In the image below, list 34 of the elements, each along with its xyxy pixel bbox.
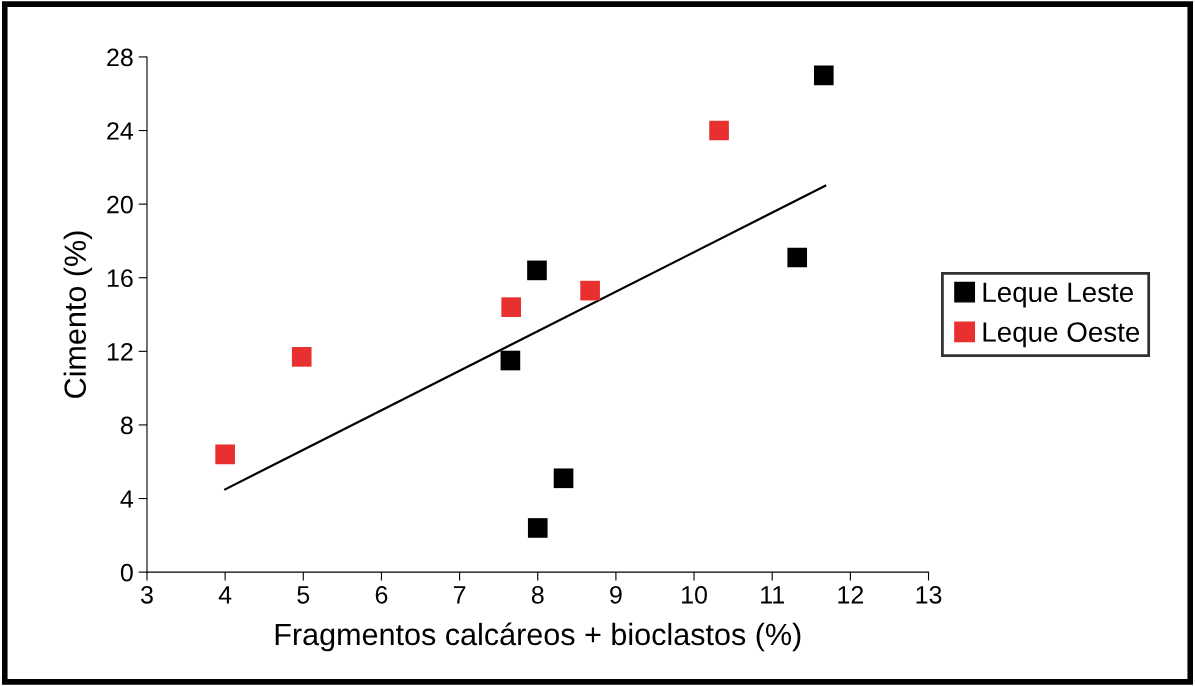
x-tick-label: 8 <box>531 585 544 604</box>
y-tick-label: 0 <box>120 563 133 582</box>
x-tick-label: 11 <box>761 586 784 604</box>
y-tick-label: 16 <box>107 269 133 288</box>
y-tick-label: 20 <box>107 195 133 214</box>
point <box>500 350 521 371</box>
legend-label: Leque Oeste <box>983 322 1140 348</box>
x-tick-label: 13 <box>916 585 942 604</box>
point <box>501 297 521 317</box>
y-tick-label: 8 <box>120 416 133 435</box>
x-tick-label: 12 <box>838 585 864 604</box>
x-tick-label: 6 <box>375 585 388 604</box>
y-tick-label: 24 <box>107 122 134 140</box>
point <box>553 468 574 489</box>
point <box>215 444 235 465</box>
point <box>709 120 729 141</box>
y-tick-label: 28 <box>107 48 133 67</box>
x-tick-label: 4 <box>218 586 232 604</box>
y-axis-title: Cimento (%) <box>63 231 93 398</box>
legend-label: Leque Leste <box>983 282 1133 308</box>
y-tick-label: 12 <box>107 342 133 361</box>
x-tick-label: 10 <box>682 585 707 604</box>
point <box>527 518 548 538</box>
point <box>813 65 834 86</box>
x-axis-title: Fragmentos calcáreos + bioclastos (%) <box>275 622 801 652</box>
point <box>291 347 312 367</box>
x-tick-label: 7 <box>453 586 466 604</box>
point <box>527 260 547 281</box>
x-tick-label: 3 <box>140 585 153 604</box>
y-tick-label: 4 <box>120 490 134 508</box>
point <box>787 247 808 268</box>
x-tick-label: 5 <box>297 586 310 604</box>
point <box>580 280 600 301</box>
x-tick-label: 9 <box>610 585 622 604</box>
